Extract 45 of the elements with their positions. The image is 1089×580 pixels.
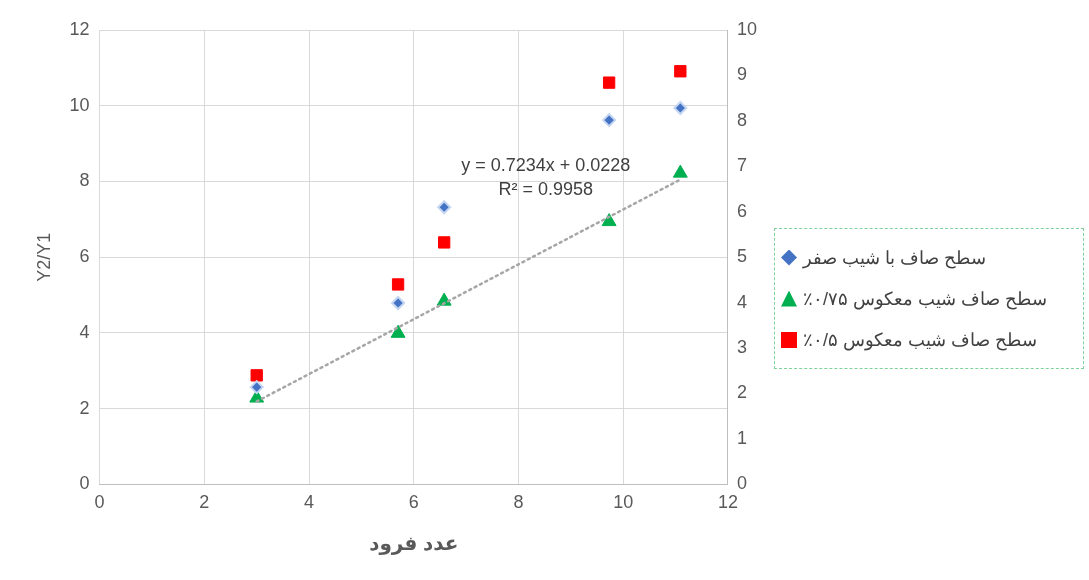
y-tick-label: 12 <box>69 18 90 39</box>
point <box>391 278 405 291</box>
y2-tick-label: 10 <box>736 18 758 39</box>
y-tick-label: 8 <box>79 170 90 191</box>
y2-tick-label: 6 <box>736 200 747 221</box>
y2-tick-label: 7 <box>736 155 747 176</box>
point <box>249 380 264 395</box>
y2-tick-label: 2 <box>736 382 747 403</box>
y-tick-label: 4 <box>79 321 90 342</box>
x-axis-title: عدد فرود <box>369 531 459 555</box>
legend-label: سطح صاف شیب معکوس ۰/۵٪ <box>803 328 1038 351</box>
y-tick-label: 2 <box>79 397 90 418</box>
y-tick-label: 10 <box>69 94 90 115</box>
y-tick-label: 0 <box>79 473 90 494</box>
point <box>391 296 406 311</box>
y2-tick-label: 8 <box>736 109 747 130</box>
y2-tick-label: 1 <box>736 427 747 448</box>
x-tick-label: 8 <box>513 492 524 513</box>
x-tick-label: 10 <box>613 492 634 513</box>
point <box>672 164 688 178</box>
point <box>437 200 452 215</box>
y2-tick-label: 0 <box>736 473 747 494</box>
point <box>673 101 688 116</box>
point <box>602 76 616 89</box>
point <box>602 113 617 128</box>
y2-tick-label: 9 <box>736 64 747 85</box>
y2-tick-label: 5 <box>736 246 747 267</box>
point <box>601 213 617 227</box>
y-axis-title: Y2/Y1 <box>33 232 54 282</box>
x-tick-label: 6 <box>408 492 419 513</box>
legend-label: سطح صاف با شیب صفر <box>803 246 987 269</box>
x-tick-label: 2 <box>199 492 210 513</box>
y-tick-label: 6 <box>79 246 90 267</box>
x-tick-label: 0 <box>94 492 105 513</box>
y2-tick-label: 4 <box>736 291 747 312</box>
y2-tick-label: 3 <box>736 337 747 358</box>
x-tick-label: 4 <box>304 492 315 513</box>
point <box>438 236 451 249</box>
x-tick-label: 12 <box>717 492 738 513</box>
annotation: R² = 0.9958 <box>498 179 594 200</box>
annotation: y = 0.7234x + 0.0228 <box>461 155 631 176</box>
legend-label: سطح صاف شیب معکوس ۰/۷۵٪ <box>803 287 1048 310</box>
point <box>674 65 687 78</box>
point <box>390 324 406 338</box>
point <box>250 369 263 382</box>
